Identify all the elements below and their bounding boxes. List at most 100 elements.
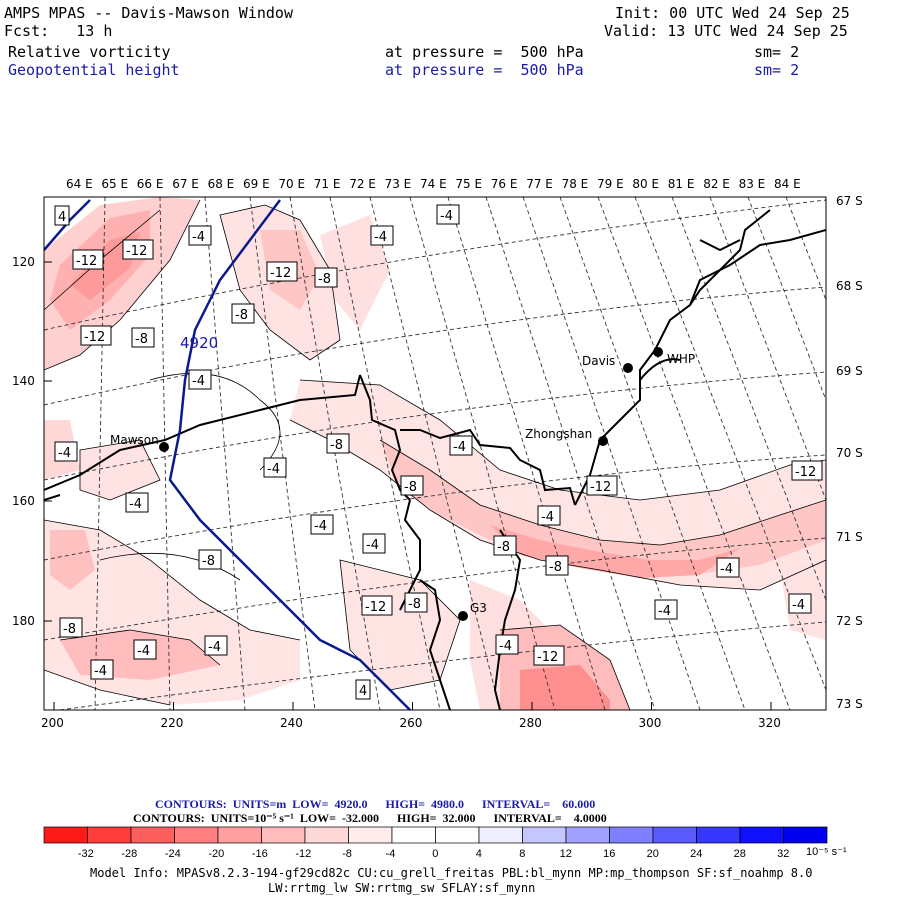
lon-label: 67 E [172,177,199,191]
latitude-labels: 67 S 68 S 69 S 70 S 71 S 72 S 73 S [836,194,863,711]
field1-name: Relative vorticity [8,43,171,61]
vorticity-label: -4 [314,519,327,534]
station-label-mawson: Mawson [110,433,159,447]
plot-title: AMPS MPAS -- Davis-Mawson Window [4,4,293,22]
colorbar-tick-label: 20 [647,848,659,860]
vorticity-label: -4 [792,598,805,613]
vorticity-label: 4 [359,684,367,699]
lat-label: 68 S [836,279,863,293]
vorticity-label: -4 [366,538,379,553]
vorticity-label: -4 [440,209,453,224]
vorticity-label-box [370,225,394,246]
x-tick-label: 280 [519,716,542,730]
lon-label: 68 E [208,177,235,191]
model-info-line2: LW:rrtmg_lw SW:rrtmg_sw SFLAY:sf_mynn [268,881,536,895]
lon-label: 78 E [562,177,589,191]
colorbar-cell [348,826,393,844]
vorticity-label: -12 [365,600,386,615]
lon-label: 70 E [278,177,305,191]
vorticity-label: -4 [208,640,221,655]
colorbar-tick-label: 32 [777,848,789,860]
vorticity-label-box [716,557,740,578]
colorbar-tick-label: -12 [295,848,311,860]
station-label-g3: G3 [470,601,487,615]
vorticity-label: 4 [58,210,66,225]
vorticity-label-box [131,327,155,348]
vorticity-label: -8 [202,554,215,569]
vorticity-label-box [495,634,519,655]
vorticity-label-box [231,303,255,324]
axis-ticks [44,261,772,710]
vorticity-label-box [125,492,149,513]
vorticity-label-box [122,239,154,260]
vorticity-contour-labels: 4 -4 -12 -12 -4 -4 -12 -8 -8 -12 -8 -4 -8 -4 -4 -4 -8 -4 -… [54,204,823,700]
lon-label: 80 E [632,177,659,191]
field2-smoothing: sm= 2 [754,61,800,79]
x-tick-label: 300 [639,716,662,730]
vorticity-label: -12 [795,465,816,480]
lon-label: 77 E [526,177,553,191]
vorticity-label: -4 [192,374,205,389]
station-label-davis: Davis [582,354,615,368]
vorticity-label: -12 [590,480,611,495]
field1-level: at pressure = 500 hPa [385,43,584,61]
colorbar: -32 -28 -24 -20 -16 -12 -8 -4 0 4 8 12 16 20 24 28 32 10… [43,826,847,860]
vorticity-label: -8 [63,622,76,637]
colorbar-tick-label: -4 [386,848,396,860]
colorbar-cell [783,826,828,844]
vorticity-label-box [361,595,393,616]
vorticity-label: -4 [94,664,107,679]
lon-label: 79 E [597,177,624,191]
vorticity-label-box [188,225,212,246]
y-tick-label: 180 [12,614,35,628]
vorticity-label-box [449,435,473,456]
station-label-zhongshan: Zhongshan [525,427,592,441]
lat-label: 73 S [836,697,863,711]
vorticity-label-box [54,441,78,462]
vorticity-label: -4 [192,230,205,245]
colorbar-tick-label: 8 [519,848,525,860]
colorbar-tick-label: 0 [432,848,438,860]
vorticity-label: -4 [453,440,466,455]
vorticity-label-box [54,205,70,226]
vorticity-label-box [791,460,823,481]
valid-time: Valid: 13 UTC Wed 24 Sep 25 [604,22,848,40]
station-marker-mawson [159,442,169,452]
colorbar-cell [565,826,610,844]
x-tick-label: 240 [280,716,303,730]
vorticity-label: -12 [84,330,105,345]
colorbar-tick-label: 28 [734,848,746,860]
lon-label: 71 E [314,177,341,191]
x-tick-label: 260 [400,716,423,730]
vorticity-contour-info: CONTOURS: UNITS=10⁻⁵ s⁻¹ LOW= -32.000 HI… [133,811,607,825]
x-tick-label: 220 [161,716,184,730]
vorticity-label-box [533,645,565,666]
vorticity-label: -4 [267,462,280,477]
vorticity-label: -8 [135,332,148,347]
field2-level: at pressure = 500 hPa [385,61,584,79]
colorbar-tick-label: -24 [165,848,181,860]
lat-label: 67 S [836,194,863,208]
vorticity-map: 4920 Mawson Davis WHP Zhongshan G3 4 -4 -1… [12,177,863,730]
lat-label: 70 S [836,446,863,460]
station-label-whp: WHP [667,352,695,366]
colorbar-cell [304,826,349,844]
colorbar-cell [87,826,132,844]
vorticity-label-box [72,249,104,270]
vorticity-label: -4 [374,230,387,245]
x-axis-labels: 200 220 240 260 280 300 320 [41,716,781,730]
lat-label: 71 S [836,530,863,544]
lon-label: 83 E [739,177,766,191]
colorbar-cell [478,826,523,844]
vorticity-label-box [404,592,428,613]
lon-label: 64 E [66,177,93,191]
init-time: Init: 00 UTC Wed 24 Sep 25 [615,4,850,22]
colorbar-tick-label: 4 [476,848,482,860]
vorticity-label-box [436,204,460,225]
y-tick-label: 120 [12,255,35,269]
vorticity-label: -8 [404,480,417,495]
lon-label: 75 E [455,177,482,191]
vorticity-label-box [90,659,114,680]
lon-label: 69 E [243,177,270,191]
colorbar-tick-label: -32 [78,848,94,860]
